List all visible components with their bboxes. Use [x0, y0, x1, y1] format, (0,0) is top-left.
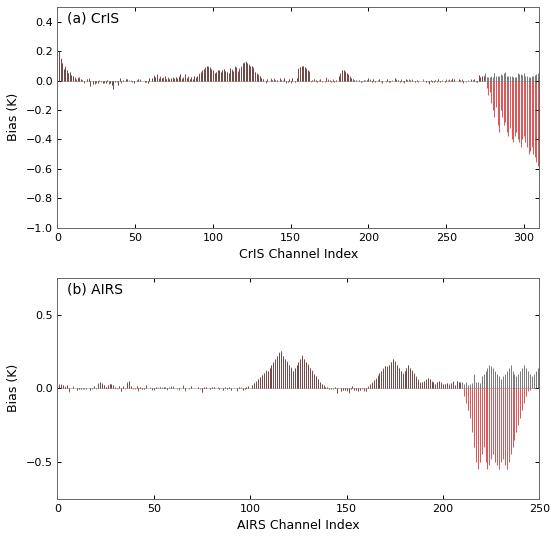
Text: (a) CrIS: (a) CrIS [67, 11, 119, 25]
Y-axis label: Bias (K): Bias (K) [7, 93, 20, 141]
Text: (b) AIRS: (b) AIRS [67, 282, 123, 296]
X-axis label: AIRS Channel Index: AIRS Channel Index [237, 519, 360, 532]
X-axis label: CrIS Channel Index: CrIS Channel Index [239, 248, 358, 261]
Y-axis label: Bias (K): Bias (K) [7, 364, 20, 412]
